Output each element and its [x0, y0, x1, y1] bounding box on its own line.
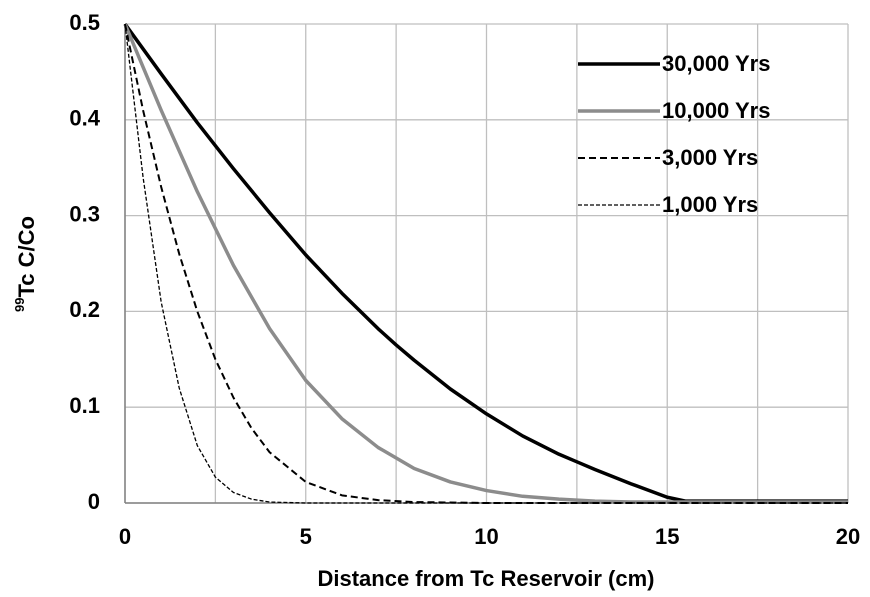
- y-tick-label: 0.5: [69, 10, 100, 35]
- x-tick-label: 5: [300, 524, 312, 549]
- y-tick-label: 0.4: [69, 106, 100, 131]
- x-tick-label: 15: [655, 524, 679, 549]
- series-line: [124, 23, 848, 504]
- legend-label: 30,000 Yrs: [662, 51, 770, 76]
- y-tick-label: 0.3: [69, 201, 100, 226]
- x-tick-label: 10: [474, 524, 498, 549]
- y-tick-label: 0.1: [69, 393, 100, 418]
- y-label-superscript: 99: [12, 298, 27, 312]
- series-line: [124, 23, 848, 504]
- x-axis-label: Distance from Tc Reservoir (cm): [317, 566, 654, 591]
- y-tick-label: 0: [88, 489, 100, 514]
- series-line: [123, 22, 848, 503]
- y-label-text: Tc C/Co: [14, 216, 39, 297]
- y-axis-label: 99Tc C/Co: [12, 216, 38, 312]
- legend-label: 10,000 Yrs: [662, 98, 770, 123]
- series-line: [123, 23, 848, 504]
- legend-label: 1,000 Yrs: [662, 192, 758, 217]
- x-tick-label: 0: [119, 524, 131, 549]
- x-tick-label: 20: [836, 524, 860, 549]
- y-tick-label: 0.2: [69, 297, 100, 322]
- legend-label: 3,000 Yrs: [662, 145, 758, 170]
